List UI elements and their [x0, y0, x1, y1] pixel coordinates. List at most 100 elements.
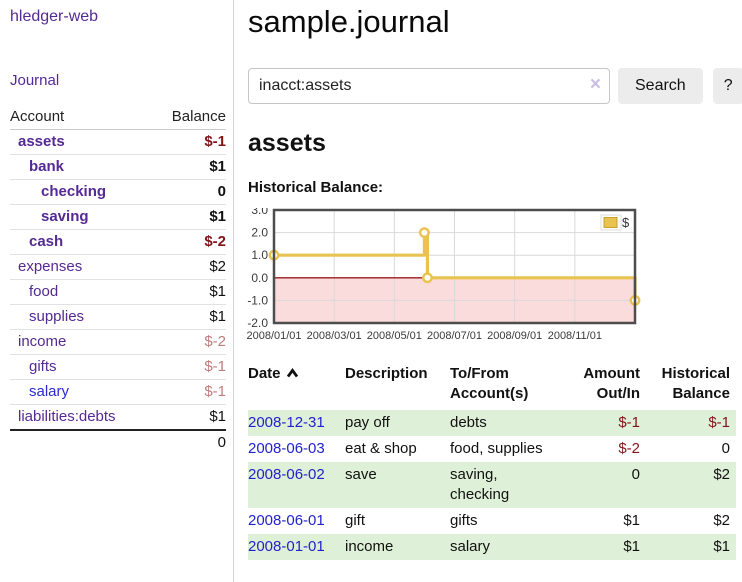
main-content: sample.journal × Search ? assets Histori…	[234, 0, 742, 582]
account-balance: 0	[152, 179, 226, 205]
account-row: expenses $2	[10, 254, 226, 280]
svg-text:2008/07/01: 2008/07/01	[427, 330, 482, 342]
account-row: supplies $1	[10, 304, 226, 330]
transaction-amount: 0	[631, 466, 640, 483]
svg-text:2008/11/01: 2008/11/01	[548, 330, 602, 342]
transaction-row: 2008-06-03 eat & shop food, supplies $-2…	[248, 436, 736, 462]
transaction-row: 2008-06-01 gift gifts $1 $2	[248, 508, 736, 534]
transaction-tofrom: saving, checking	[450, 466, 510, 503]
account-balance: $-2	[152, 329, 226, 355]
account-link-bank[interactable]: bank	[29, 158, 65, 175]
account-link-food[interactable]: food	[29, 283, 59, 300]
accounts-total-value: 0	[152, 429, 226, 455]
account-balance: $-2	[152, 229, 226, 255]
search-bar: × Search ?	[248, 68, 742, 104]
accounts-header-balance: Balance	[152, 106, 226, 130]
page-title: sample.journal	[248, 4, 450, 39]
transaction-description: pay off	[345, 414, 390, 431]
svg-text:2008/01/01: 2008/01/01	[246, 330, 301, 342]
account-row: salary $-1	[10, 379, 226, 405]
account-link-cash[interactable]: cash	[29, 233, 64, 250]
search-button[interactable]: Search	[618, 68, 703, 104]
register-table: Date Description To/From Account(s) Amou…	[248, 362, 736, 560]
account-row: checking 0	[10, 179, 226, 205]
transaction-historical: $1	[713, 538, 730, 555]
sort-ascending-icon	[286, 364, 299, 384]
svg-text:1.0: 1.0	[251, 248, 268, 262]
search-help-button[interactable]: ?	[712, 68, 742, 104]
account-balance: $-1	[152, 129, 226, 155]
account-link-salary[interactable]: salary	[29, 383, 70, 400]
account-balance: $-1	[152, 354, 226, 380]
transaction-historical: $-1	[708, 414, 730, 431]
accounts-header-account: Account	[10, 106, 153, 130]
accounts-total-row: 0	[10, 429, 226, 455]
transaction-date-link[interactable]: 2008-12-31	[248, 414, 325, 431]
svg-text:2008/05/01: 2008/05/01	[367, 330, 422, 342]
svg-text:$: $	[622, 215, 630, 230]
account-row: food $1	[10, 279, 226, 305]
register-header-row: Date Description To/From Account(s) Amou…	[248, 362, 736, 410]
account-row: cash $-2	[10, 229, 226, 255]
account-link-gifts[interactable]: gifts	[29, 358, 57, 375]
transaction-tofrom: debts	[450, 414, 487, 431]
transaction-date-link[interactable]: 2008-06-03	[248, 440, 325, 457]
transaction-description: income	[345, 538, 394, 555]
transaction-date-link[interactable]: 2008-06-02	[248, 466, 325, 483]
account-row: gifts $-1	[10, 354, 226, 380]
svg-text:2.0: 2.0	[251, 226, 268, 240]
account-row: bank $1	[10, 154, 226, 180]
transaction-row: 2008-01-01 income salary $1 $1	[248, 534, 736, 560]
account-link-supplies[interactable]: supplies	[29, 308, 85, 325]
svg-text:-2.0: -2.0	[247, 316, 268, 330]
register-header-historical: Historical Balance	[661, 365, 730, 402]
transaction-historical: $2	[713, 512, 730, 529]
account-balance: $1	[152, 304, 226, 330]
transaction-amount: $-2	[618, 440, 640, 457]
svg-text:2008/09/01: 2008/09/01	[487, 330, 542, 342]
transaction-date-link[interactable]: 2008-01-01	[248, 538, 325, 555]
account-link-saving[interactable]: saving	[41, 208, 89, 225]
svg-text:0.0: 0.0	[251, 271, 268, 285]
accounts-header-row: Account Balance	[10, 106, 226, 130]
account-balance: $2	[152, 254, 226, 280]
transaction-row: 2008-12-31 pay off debts $-1 $-1	[248, 410, 736, 436]
accounts-table: Account Balance assets $-1 bank $1 check…	[10, 106, 226, 455]
sidebar: hledger-web Journal Account Balance asse…	[0, 0, 234, 582]
transaction-description: save	[345, 466, 377, 483]
chart-title: Historical Balance:	[248, 179, 384, 196]
app-title: hledger-web	[10, 8, 99, 25]
account-balance: $1	[152, 154, 226, 180]
transaction-description: gift	[345, 512, 366, 529]
account-link-checking[interactable]: checking	[41, 183, 107, 200]
search-input[interactable]	[248, 68, 610, 104]
sidebar-item-journal[interactable]: Journal	[10, 72, 60, 89]
account-row: saving $1	[10, 204, 226, 230]
account-balance: $1	[152, 204, 226, 230]
transaction-date-link[interactable]: 2008-06-01	[248, 512, 325, 529]
transaction-amount: $-1	[618, 414, 640, 431]
account-row: assets $-1	[10, 129, 226, 155]
register-header-description: Description	[345, 365, 428, 382]
svg-text:2008/03/01: 2008/03/01	[307, 330, 362, 342]
register-header-date[interactable]: Date	[248, 362, 345, 410]
account-link-liabilities-debts[interactable]: liabilities:debts	[18, 408, 116, 425]
account-balance: $-1	[152, 379, 226, 405]
transaction-amount: $1	[623, 538, 640, 555]
transaction-tofrom: food, supplies	[450, 440, 543, 457]
svg-text:-1.0: -1.0	[247, 293, 268, 307]
transaction-description: eat & shop	[345, 440, 417, 457]
account-link-assets[interactable]: assets	[18, 133, 65, 150]
account-balance: $1	[152, 404, 226, 431]
account-balance: $1	[152, 279, 226, 305]
account-link-expenses[interactable]: expenses	[18, 258, 83, 275]
account-row: income $-2	[10, 329, 226, 355]
account-link-income[interactable]: income	[18, 333, 67, 350]
clear-search-icon[interactable]: ×	[589, 74, 601, 95]
transaction-tofrom: gifts	[450, 512, 478, 529]
register-header-tofrom: To/From Account(s)	[450, 365, 529, 402]
transaction-tofrom: salary	[450, 538, 491, 555]
transaction-historical: $2	[713, 466, 730, 483]
